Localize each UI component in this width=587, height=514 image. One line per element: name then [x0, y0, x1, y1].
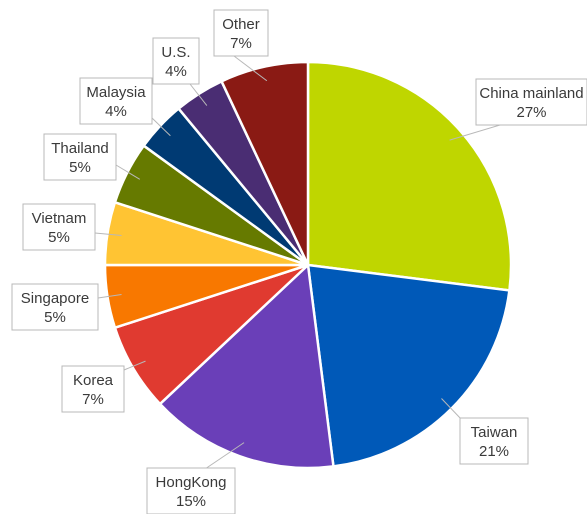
pie-slice-other [219, 60, 310, 266]
callout-box-china-mainland [475, 78, 587, 126]
callout-leader-malaysia [151, 117, 171, 137]
slice-value-china-mainland: 27% [516, 104, 546, 121]
pie-slice-china-mainland [306, 60, 513, 292]
slice-value-singapore: 5% [44, 309, 66, 326]
callout-leader-u-s [189, 83, 208, 106]
callout-leader-china-mainland [449, 124, 501, 141]
callout-box-u-s [152, 37, 200, 85]
callout-box-taiwan [459, 417, 529, 465]
callout-box-malaysia [79, 77, 153, 125]
slice-label-vietnam: Vietnam [32, 210, 87, 227]
slice-label-china-mainland: China mainland [479, 85, 583, 102]
slice-label-other: Other [222, 16, 260, 33]
slice-value-vietnam: 5% [48, 229, 70, 246]
callout-leader-singapore [97, 294, 122, 299]
callout-box-hongkong [146, 467, 236, 514]
slice-value-malaysia: 4% [105, 103, 127, 120]
callout-box-korea [61, 365, 125, 413]
slice-value-other: 7% [230, 35, 252, 52]
callout-box-thailand [43, 133, 117, 181]
slice-value-u-s: 4% [165, 63, 187, 80]
callout-box-vietnam [22, 203, 96, 251]
slice-label-thailand: Thailand [51, 140, 109, 157]
slice-label-singapore: Singapore [21, 290, 89, 307]
slice-label-korea: Korea [73, 372, 114, 389]
slice-label-taiwan: Taiwan [471, 424, 518, 441]
slice-value-korea: 7% [82, 391, 104, 408]
slice-value-hongkong: 15% [176, 493, 206, 510]
slice-value-thailand: 5% [69, 159, 91, 176]
callout-box-other [213, 9, 269, 57]
callout-box-singapore [11, 283, 99, 331]
slice-value-taiwan: 21% [479, 443, 509, 460]
pie-slices [103, 60, 513, 470]
slice-label-malaysia: Malaysia [86, 84, 146, 101]
callout-leader-vietnam [94, 232, 122, 236]
slice-label-hongkong: HongKong [156, 474, 227, 491]
callout-leader-korea [123, 360, 146, 371]
callout-leader-thailand [115, 164, 141, 180]
callout-leader-taiwan [441, 398, 463, 421]
pie-slice-hongkong [158, 262, 335, 470]
callout-leader-other [233, 55, 268, 82]
pie-callouts: China mainland 27% Taiwan 21% HongKong 15% Kor… [11, 9, 587, 514]
slice-label-u-s: U.S. [161, 44, 190, 61]
callout-leader-hongkong [204, 442, 245, 470]
